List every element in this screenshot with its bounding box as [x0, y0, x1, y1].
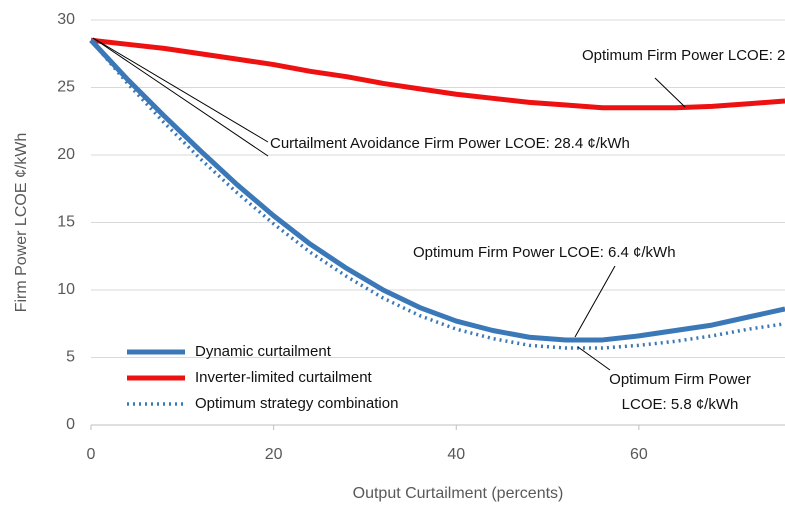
annotation: Optimum Firm Power LCOE: 6.4 ¢/kWh	[413, 244, 676, 261]
series-line	[89, 38, 785, 343]
y-tick-label: 5	[66, 349, 75, 366]
y-axis-title: Firm Power LCOE ¢/kWh	[13, 133, 30, 313]
x-tick-label: 40	[447, 446, 465, 463]
legend-label: Dynamic curtailment	[195, 343, 332, 360]
x-axis-title: Output Curtailment (percents)	[353, 485, 564, 502]
x-tick-label: 0	[87, 446, 96, 463]
annotation: Optimum Firm Power	[609, 371, 751, 388]
annotation: Curtailment Avoidance Firm Power LCOE: 2…	[270, 135, 630, 152]
annotation: LCOE: 5.8 ¢/kWh	[622, 396, 739, 413]
y-tick-label: 20	[57, 146, 75, 163]
y-tick-label: 15	[57, 214, 75, 231]
leader-line	[574, 265, 616, 338]
series-line	[89, 39, 785, 350]
annotation: Optimum Firm Power LCOE: 23.3 ¢/kWh	[582, 47, 785, 64]
leader-line	[577, 346, 611, 371]
x-tick-label: 20	[265, 446, 283, 463]
y-tick-label: 0	[66, 416, 75, 433]
leader-line	[92, 37, 269, 143]
legend-label: Inverter-limited curtailment	[195, 369, 373, 386]
legend-label: Optimum strategy combination	[195, 395, 398, 412]
leader-line	[92, 37, 269, 157]
y-tick-label: 25	[57, 79, 75, 96]
x-tick-label: 60	[630, 446, 648, 463]
series-line	[90, 37, 785, 111]
leader-line	[654, 77, 686, 108]
y-tick-label: 10	[57, 281, 75, 298]
y-tick-label: 30	[57, 11, 75, 28]
